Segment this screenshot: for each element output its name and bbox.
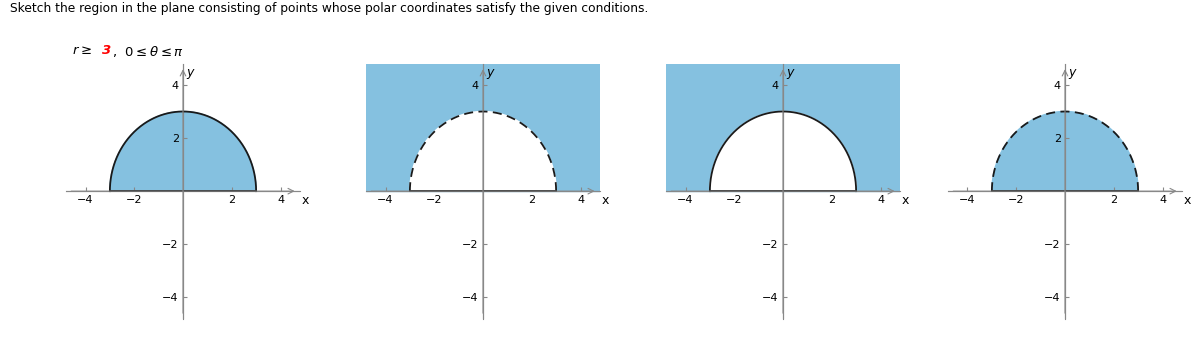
Polygon shape bbox=[366, 64, 600, 191]
Text: x: x bbox=[1183, 194, 1190, 207]
Text: y: y bbox=[187, 67, 194, 79]
Text: ,  $0\leq\theta\leq\pi$: , $0\leq\theta\leq\pi$ bbox=[112, 44, 184, 59]
Text: Sketch the region in the plane consisting of points whose polar coordinates sati: Sketch the region in the plane consistin… bbox=[10, 2, 648, 15]
Text: x: x bbox=[601, 194, 608, 207]
Text: 3: 3 bbox=[102, 44, 112, 57]
Polygon shape bbox=[410, 112, 556, 191]
Polygon shape bbox=[710, 112, 856, 191]
Polygon shape bbox=[110, 112, 256, 191]
Polygon shape bbox=[666, 64, 900, 191]
Text: y: y bbox=[1069, 67, 1076, 79]
Text: x: x bbox=[301, 194, 308, 207]
Text: x: x bbox=[901, 194, 908, 207]
Text: y: y bbox=[787, 67, 794, 79]
Polygon shape bbox=[992, 112, 1138, 191]
Text: y: y bbox=[487, 67, 494, 79]
Text: $r\geq$: $r\geq$ bbox=[72, 44, 96, 57]
